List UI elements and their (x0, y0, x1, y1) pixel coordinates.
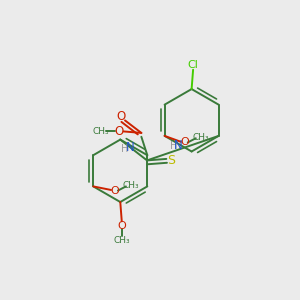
Text: CH₃: CH₃ (123, 181, 140, 190)
Text: O: O (111, 186, 119, 196)
Text: O: O (117, 221, 126, 231)
Text: O: O (116, 110, 126, 123)
Text: Cl: Cl (188, 60, 199, 70)
Text: H: H (169, 141, 177, 151)
Text: N: N (125, 141, 134, 154)
Text: N: N (174, 139, 183, 152)
Text: S: S (167, 154, 175, 167)
Text: CH₃: CH₃ (113, 236, 130, 244)
Text: O: O (180, 137, 189, 147)
Text: H: H (121, 143, 128, 154)
Text: O: O (114, 125, 124, 138)
Text: CH₃: CH₃ (92, 127, 109, 136)
Text: CH₃: CH₃ (193, 133, 209, 142)
